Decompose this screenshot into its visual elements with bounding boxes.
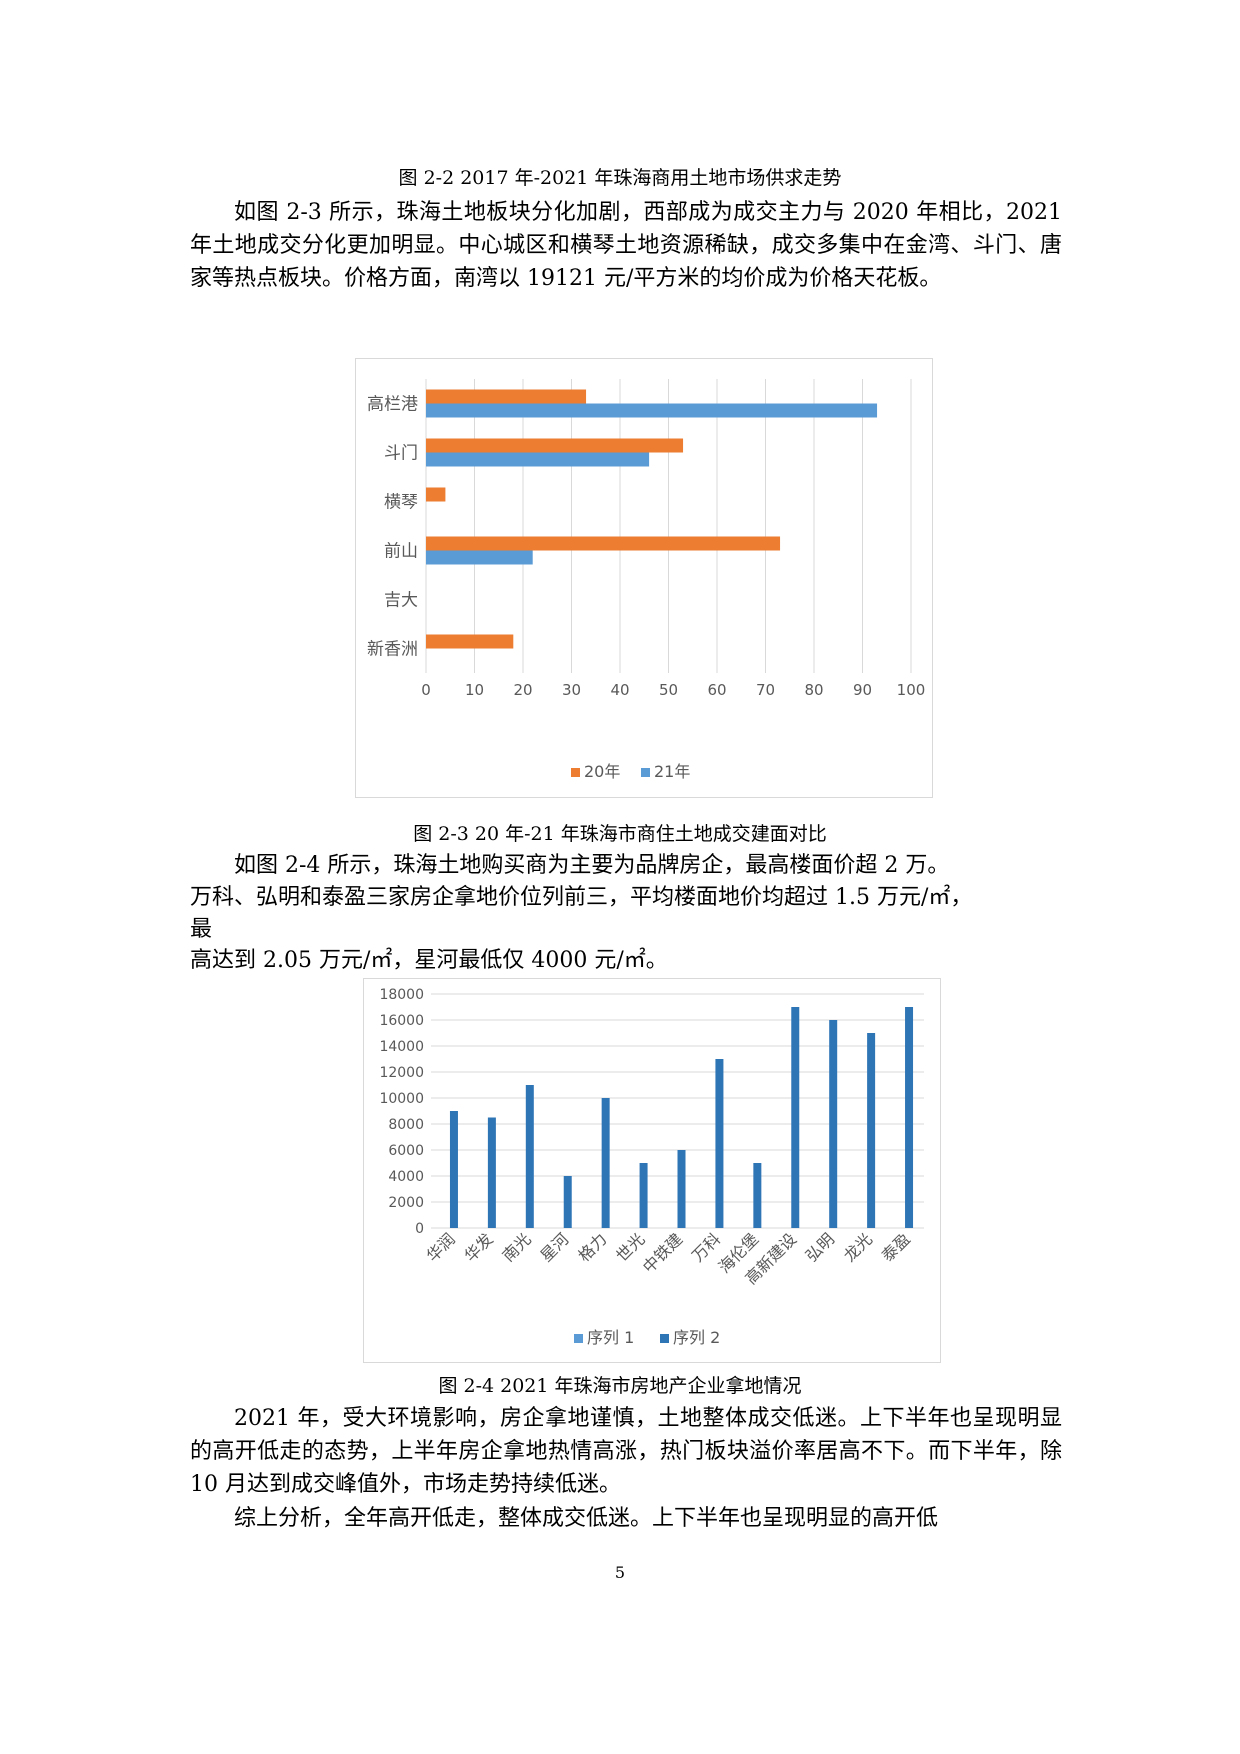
paragraph-fig2-4-line3: 最 [190, 917, 213, 942]
paragraph-text: 2021 年，受大环境影响，房企拿地谨慎，土地整体成交低迷。上下半年也呈现明显的… [190, 1406, 1062, 1497]
paragraph-text: 如图 2-3 所示，珠海土地板块分化加剧，西部成为成交主力与 2020 年相比，… [190, 200, 1062, 291]
y-tick-label: 16000 [379, 1013, 424, 1029]
y-tick-label: 8000 [388, 1117, 424, 1133]
x-tick-label: 10 [465, 681, 484, 699]
figure-2-2-caption: 图 2-2 2017 年-2021 年珠海商用土地市场供求走势 [398, 167, 842, 189]
bar-21年 [426, 550, 533, 565]
bar-序列 2 [677, 1150, 686, 1228]
x-category-label: 龙光 [840, 1229, 876, 1265]
paragraph-2021-market: 2021 年，受大环境影响，房企拿地谨慎，土地整体成交低迷。上下半年也呈现明显的… [190, 1402, 1062, 1501]
legend-swatch [574, 1334, 583, 1343]
x-category-label: 格力 [574, 1229, 610, 1265]
y-category-label: 横琴 [384, 493, 418, 513]
paragraph-fig2-4-line2: 万科、弘明和泰盈三家房企拿地价位列前三，平均楼面地价均超过 1.5 万元/㎡， [190, 885, 973, 910]
bar-20年 [426, 634, 514, 649]
bar-序列 2 [867, 1033, 876, 1228]
bar-序列 2 [639, 1163, 648, 1228]
figure-2-4-caption: 图 2-4 2021 年珠海市房地产企业拿地情况 [438, 1375, 802, 1397]
y-tick-label: 2000 [388, 1195, 424, 1211]
y-tick-label: 10000 [379, 1091, 424, 1107]
y-tick-label: 4000 [388, 1169, 424, 1185]
bar-序列 2 [563, 1176, 572, 1228]
bar-21年 [426, 403, 878, 418]
y-category-label: 新香洲 [367, 640, 418, 660]
y-category-label: 高栏港 [367, 395, 418, 415]
x-tick-label: 0 [421, 681, 431, 699]
x-tick-label: 80 [804, 681, 823, 699]
chart-land-area-comparison: 0 10 20 30 40 50 60 70 80 90 100 高栏港斗门横琴前山吉大新香洲 20年 2… [355, 358, 933, 798]
x-tick-label: 60 [707, 681, 726, 699]
bar-序列 2 [449, 1111, 458, 1228]
legend-label: 20年 [584, 762, 620, 781]
bar-序列 2 [905, 1007, 914, 1228]
bar-21年 [426, 452, 650, 467]
x-tick-label: 90 [853, 681, 872, 699]
legend-swatch [571, 768, 580, 777]
figure-2-3-caption: 图 2-3 20 年-21 年珠海市商住土地成交建面对比 [413, 823, 827, 845]
x-category-label: 华发 [461, 1229, 497, 1265]
bar-20年 [426, 389, 587, 404]
paragraph-fig2-4-line4: 高达到 2.05 万元/㎡，星河最低仅 4000 元/㎡。 [190, 948, 668, 973]
paragraph-fig2-4-line1: 如图 2-4 所示，珠海土地购买商为主要为品牌房企，最高楼面价超 2 万。 [234, 853, 950, 878]
x-tick-label: 50 [659, 681, 678, 699]
legend-swatch [641, 768, 650, 777]
x-tick-label: 70 [756, 681, 775, 699]
x-category-label: 弘明 [802, 1229, 838, 1265]
y-tick-label: 18000 [379, 987, 424, 1003]
y-category-label: 前山 [384, 542, 418, 562]
legend-label: 21年 [654, 762, 690, 781]
y-tick-label: 14000 [379, 1039, 424, 1055]
vertical-bar-chart: 0 2000 4000 6000 8000 10000 12000 14000 16000 180… [379, 987, 924, 1347]
bar-序列 2 [525, 1085, 534, 1228]
y-tick-label: 0 [415, 1221, 424, 1237]
x-category-label: 泰盈 [878, 1229, 914, 1265]
bar-20年 [426, 487, 446, 502]
paragraph-text: 综上分析，全年高开低走，整体成交低迷。上下半年也呈现明显的高开低 [234, 1506, 939, 1531]
y-category-label: 斗门 [384, 444, 418, 464]
x-tick-label: 30 [562, 681, 581, 699]
x-category-label: 中铁建 [639, 1229, 686, 1276]
page-number: 5 [614, 1563, 626, 1582]
bar-序列 2 [487, 1117, 496, 1228]
legend-label: 序列 1 [587, 1328, 634, 1347]
paragraph-summary: 综上分析，全年高开低走，整体成交低迷。上下半年也呈现明显的高开低 [190, 1502, 1062, 1535]
legend-label: 序列 2 [673, 1328, 720, 1347]
x-category-label: 南光 [499, 1229, 535, 1265]
paragraph-fig2-3-intro: 如图 2-3 所示，珠海土地板块分化加剧，西部成为成交主力与 2020 年相比，… [190, 196, 1062, 295]
y-tick-label: 12000 [379, 1065, 424, 1081]
x-category-label: 星河 [536, 1229, 572, 1265]
x-tick-label: 20 [513, 681, 532, 699]
x-tick-label: 40 [610, 681, 629, 699]
y-tick-label: 6000 [388, 1143, 424, 1159]
chart-developer-land-price: 0 2000 4000 6000 8000 10000 12000 14000 16000 180… [363, 978, 941, 1363]
bar-20年 [426, 438, 684, 453]
y-category-label: 吉大 [384, 591, 418, 611]
legend-swatch [660, 1334, 669, 1343]
bar-序列 2 [753, 1163, 762, 1228]
bar-序列 2 [791, 1007, 800, 1228]
bar-序列 2 [715, 1059, 724, 1228]
x-category-label: 华润 [423, 1229, 459, 1265]
bar-序列 2 [829, 1020, 838, 1228]
x-tick-label: 100 [897, 681, 926, 699]
bar-序列 2 [601, 1098, 610, 1228]
bar-20年 [426, 536, 781, 551]
